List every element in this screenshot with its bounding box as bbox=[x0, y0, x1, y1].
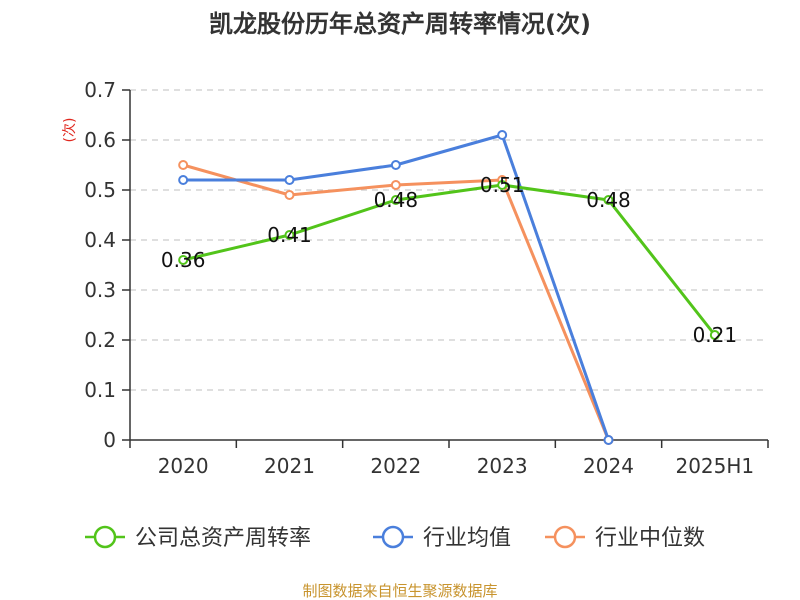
legend-marker bbox=[553, 525, 577, 549]
series-line-0 bbox=[182, 183, 717, 336]
data-point-0 bbox=[603, 195, 614, 205]
data-point-1 bbox=[603, 435, 614, 445]
y-axis: 0 0.1 0.2 0.3 0.4 0.5 0.6 0.7 bbox=[84, 78, 131, 452]
x-tick-label: 2023 bbox=[477, 454, 528, 478]
legend-marker bbox=[93, 525, 117, 549]
data-label: 0.48 bbox=[586, 188, 631, 212]
x-axis: 2020 2021 2022 2023 2024 2025H1 bbox=[129, 439, 769, 478]
data-point-1 bbox=[497, 130, 508, 140]
legend-label: 行业中位数 bbox=[595, 526, 705, 551]
legend-item-2[interactable]: 行业中位数 bbox=[545, 525, 705, 551]
data-point-1 bbox=[178, 175, 189, 185]
grid-lines bbox=[130, 89, 768, 391]
x-tick-label: 2024 bbox=[583, 454, 634, 478]
y-tick-label: 0.7 bbox=[84, 78, 116, 102]
legend-label: 行业均值 bbox=[423, 526, 511, 551]
y-tick-label: 0.3 bbox=[84, 278, 116, 302]
x-tick-label: 2022 bbox=[370, 454, 421, 478]
data-point-0 bbox=[390, 195, 401, 205]
y-tick-label: 0.2 bbox=[84, 328, 116, 352]
data-label: 0.36 bbox=[161, 248, 206, 272]
legend-marker bbox=[381, 525, 405, 549]
data-labels: 0.36 0.41 0.48 0.51 0.48 0.21 bbox=[161, 173, 737, 347]
data-point-0 bbox=[284, 230, 295, 240]
data-point-0 bbox=[497, 180, 508, 190]
data-label: 0.21 bbox=[693, 323, 738, 347]
y-tick-label: 0.6 bbox=[84, 128, 116, 152]
data-label: 0.51 bbox=[480, 173, 525, 197]
legend-label: 公司总资产周转率 bbox=[135, 526, 311, 551]
data-point-0 bbox=[709, 330, 720, 340]
data-label: 0.41 bbox=[267, 223, 312, 247]
series-layer bbox=[178, 130, 720, 445]
x-tick-label: 2020 bbox=[158, 454, 209, 478]
source-note: 制图数据来自恒生聚源数据库 bbox=[302, 582, 497, 600]
y-tick-label: 0 bbox=[103, 428, 116, 452]
legend-item-1[interactable]: 行业均值 bbox=[373, 525, 511, 551]
data-point-1 bbox=[284, 175, 295, 185]
data-point-2 bbox=[390, 180, 401, 190]
data-label: 0.48 bbox=[374, 188, 419, 212]
legend[interactable]: 公司总资产周转率 行业均值 行业中位数 bbox=[85, 525, 705, 551]
y-axis-unit: (次) bbox=[62, 118, 78, 143]
y-tick-label: 0.4 bbox=[84, 228, 116, 252]
y-tick-label: 0.1 bbox=[84, 378, 116, 402]
x-tick-label: 2025H1 bbox=[675, 454, 754, 478]
x-tick-label: 2021 bbox=[264, 454, 315, 478]
data-point-1 bbox=[390, 160, 401, 170]
chart-title: 凯龙股份历年总资产周转率情况(次) bbox=[209, 10, 591, 38]
y-tick-label: 0.5 bbox=[84, 178, 116, 202]
data-point-0 bbox=[178, 255, 189, 265]
data-point-2 bbox=[178, 160, 189, 170]
data-point-2 bbox=[284, 190, 295, 200]
legend-item-0[interactable]: 公司总资产周转率 bbox=[85, 525, 311, 551]
